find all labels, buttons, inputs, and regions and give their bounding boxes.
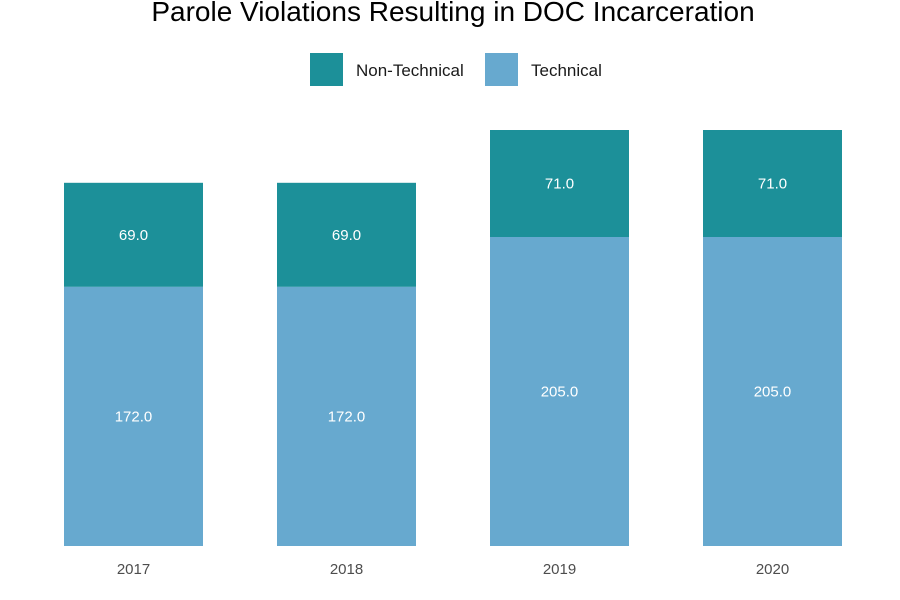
chart-title: Parole Violations Resulting in DOC Incar…: [151, 0, 754, 27]
data-label-technical-2020: 205.0: [754, 384, 792, 401]
legend: Non-Technical Technical: [310, 53, 602, 86]
bar-technical-2017: [64, 286, 203, 546]
data-label-technical-2018: 172.0: [328, 408, 366, 425]
data-label-non-technical-2019: 71.0: [545, 176, 574, 193]
x-tick-label-2017: 2017: [117, 561, 150, 578]
bar-non-technical-2019: [490, 130, 629, 237]
x-tick-label-2019: 2019: [543, 561, 576, 578]
bar-technical-2020: [703, 237, 842, 546]
x-axis-ticks: 2017 2018 2019 2020: [117, 561, 789, 578]
data-label-non-technical-2018: 69.0: [332, 227, 361, 244]
x-tick-label-2018: 2018: [330, 561, 363, 578]
legend-label-non-technical: Non-Technical: [356, 61, 464, 80]
data-label-non-technical-2020: 71.0: [758, 176, 787, 193]
bar-non-technical-2018: [277, 182, 416, 287]
data-label-technical-2017: 172.0: [115, 408, 153, 425]
bar-non-technical-2020: [703, 130, 842, 237]
bar-non-technical-2017: [64, 182, 203, 287]
bar-technical-2018: [277, 286, 416, 546]
data-label-non-technical-2017: 69.0: [119, 227, 148, 244]
bars-group: 172.0 69.0 172.0 69.0 205.0 71.0 205.0 71.0: [64, 130, 842, 546]
data-label-technical-2019: 205.0: [541, 384, 579, 401]
x-tick-label-2020: 2020: [756, 561, 789, 578]
bar-technical-2019: [490, 237, 629, 546]
legend-label-technical: Technical: [531, 61, 602, 80]
legend-swatch-technical: [485, 53, 518, 86]
legend-swatch-non-technical: [310, 53, 343, 86]
